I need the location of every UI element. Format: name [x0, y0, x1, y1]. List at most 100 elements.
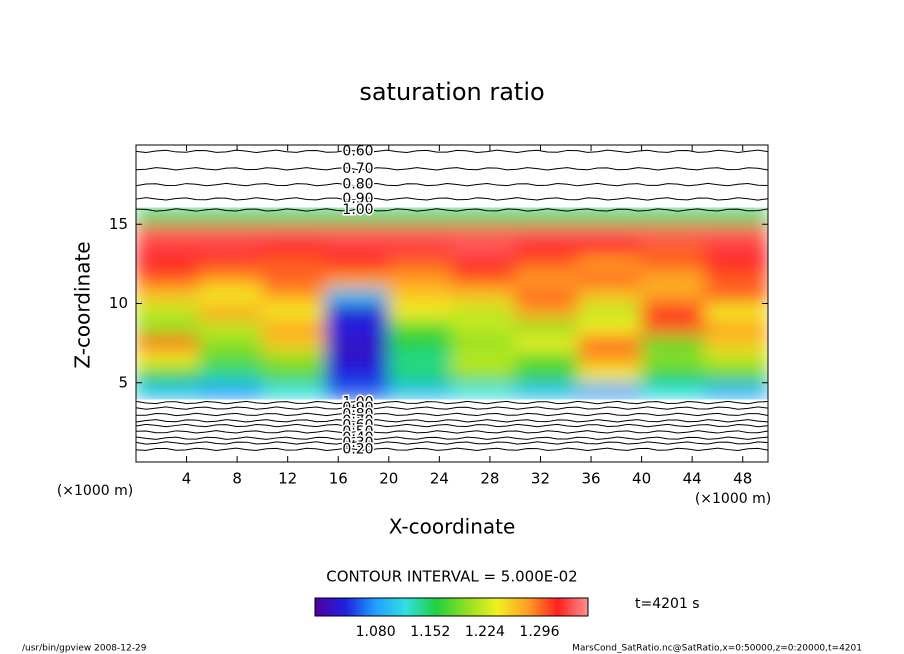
x-tick-label: 40: [632, 470, 651, 488]
cell: [641, 350, 706, 368]
cell: [451, 303, 516, 320]
cell: [325, 350, 390, 368]
cell: [325, 287, 390, 304]
cell: [577, 350, 643, 368]
cell: [261, 382, 327, 400]
cell: [514, 271, 579, 289]
cell: [261, 223, 327, 241]
colorbar: [314, 597, 589, 617]
cell: [198, 318, 263, 336]
cell: [704, 287, 768, 304]
contour-line: [135, 419, 769, 423]
cell: [641, 366, 706, 384]
contour-label: 0.80: [342, 406, 373, 422]
cell: [704, 223, 768, 241]
cell: [577, 287, 643, 304]
footer-left: /usr/bin/gpview 2008-12-29: [22, 644, 147, 654]
cell: [388, 271, 453, 289]
cell: [325, 334, 390, 352]
cell: [261, 350, 327, 368]
cell: [577, 255, 643, 273]
cell: [641, 382, 706, 400]
x-unit-label: (×1000 m): [695, 491, 771, 507]
y-tick-label: 15: [109, 215, 128, 233]
contour-label: 0.60: [342, 143, 373, 159]
cell: [514, 318, 579, 336]
cell: [451, 239, 516, 257]
cell: [136, 350, 200, 368]
cell: [514, 255, 579, 273]
cell: [388, 255, 453, 273]
cell: [641, 334, 706, 352]
cell: [641, 318, 706, 336]
y-tick-label: 10: [109, 294, 128, 312]
cells: [136, 207, 768, 400]
cell: [641, 255, 706, 273]
cell: [136, 255, 200, 273]
cell: [136, 239, 200, 257]
cell: [261, 334, 327, 352]
contour-label: 0.60: [342, 418, 373, 434]
contour-label: 0.90: [342, 191, 373, 207]
x-tick-label: 16: [329, 470, 348, 488]
cell: [451, 255, 516, 273]
cell: [577, 382, 643, 400]
x-tick-label: 32: [531, 470, 550, 488]
cell: [136, 303, 200, 320]
x-tick-label: 28: [480, 470, 499, 488]
cell: [514, 350, 579, 368]
cell: [514, 382, 579, 400]
cell: [136, 271, 200, 289]
cell: [514, 334, 579, 352]
field: [136, 207, 768, 400]
y-axis-label: Z-coordinate: [71, 241, 95, 368]
cell: [514, 287, 579, 304]
cell: [325, 366, 390, 384]
cell: [704, 303, 768, 320]
cell: [136, 318, 200, 336]
cell: [388, 350, 453, 368]
cell: [451, 287, 516, 304]
contour-line: [135, 197, 769, 201]
cell: [514, 207, 579, 225]
cell: [198, 334, 263, 352]
time-label: t=4201 s: [635, 596, 700, 612]
x-tick-label: 8: [232, 470, 242, 488]
chart-title: saturation ratio: [359, 78, 544, 106]
cell: [325, 382, 390, 400]
cell: [261, 303, 327, 320]
cell: [198, 303, 263, 320]
cell: [641, 223, 706, 241]
cell: [514, 303, 579, 320]
cell: [451, 366, 516, 384]
cell: [325, 239, 390, 257]
cell: [388, 239, 453, 257]
cell: [704, 334, 768, 352]
contour-line: [135, 423, 769, 428]
contour-label: 0.20: [342, 441, 373, 457]
cell: [136, 382, 200, 400]
cell: [641, 303, 706, 320]
x-tick-label: 36: [581, 470, 600, 488]
x-tick-label: 24: [430, 470, 449, 488]
contour-line: [135, 208, 769, 212]
cell: [514, 223, 579, 241]
contour-label: 1.00: [342, 202, 373, 218]
cell: [577, 318, 643, 336]
cell: [514, 239, 579, 257]
cell: [198, 207, 263, 225]
cell: [261, 207, 327, 225]
cell: [325, 255, 390, 273]
cell: [261, 318, 327, 336]
x-tick-label: 4: [182, 470, 192, 488]
overlay: 0.600.700.800.901.001.000.900.800.700.60…: [109, 142, 769, 640]
contour-line: [135, 182, 769, 187]
cell: [388, 287, 453, 304]
cell: [577, 271, 643, 289]
x-tick-label: 44: [683, 470, 702, 488]
cell: [325, 223, 390, 241]
colorbar-tick-label: 1.152: [410, 624, 450, 640]
cell: [198, 239, 263, 257]
cell: [451, 271, 516, 289]
cell: [388, 334, 453, 352]
